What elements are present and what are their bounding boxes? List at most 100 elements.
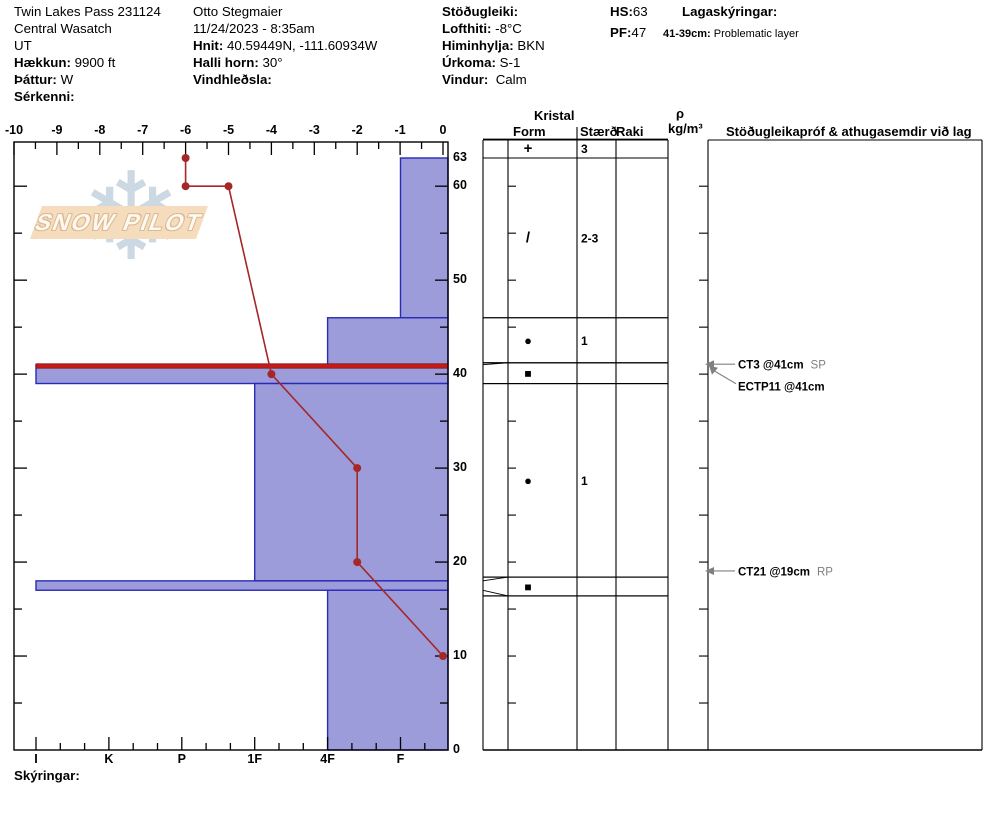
test-arrow-line xyxy=(713,370,737,385)
temp-point xyxy=(353,558,362,567)
layer-bar xyxy=(253,382,449,582)
temp-tick: -9 xyxy=(51,123,63,137)
slope-label: Halli horn: xyxy=(193,55,259,70)
test-grade: SP xyxy=(811,360,827,372)
thin-layer-wedge xyxy=(482,362,509,366)
hardness-label: 4F xyxy=(320,752,335,766)
temp-tick: -7 xyxy=(137,123,149,137)
temp-tick: -1 xyxy=(394,123,406,137)
temp-point xyxy=(181,154,190,163)
hardness-label: K xyxy=(104,752,114,766)
layer-bar xyxy=(35,580,449,591)
depth-label: 0 xyxy=(453,742,460,756)
special-label: Sérkenni: xyxy=(14,89,75,104)
coords-label: Hnit: xyxy=(193,38,224,53)
depth-label: 20 xyxy=(453,554,467,568)
hardness-label: F xyxy=(396,752,405,766)
tests-column-header: Stöðugleikapróf & athugasemdir við lag xyxy=(726,124,972,139)
flagged-layer-stripe xyxy=(35,363,449,369)
test-label: ECTP11 @41cm xyxy=(738,382,825,394)
elevation-value: 9900 ft xyxy=(74,55,116,70)
pf-value: 47 xyxy=(631,25,647,40)
depth-label: 63 xyxy=(453,150,467,164)
pf-field: PF:47 xyxy=(610,24,646,41)
grain-form-symbol: / xyxy=(526,229,531,246)
grain-size-value: 2-3 xyxy=(581,231,599,245)
airtemp-field: Lofthiti: -8°C xyxy=(442,20,522,37)
temp-tick: -8 xyxy=(94,123,106,137)
temp-point xyxy=(181,182,190,191)
layer-bar xyxy=(326,589,449,751)
test-arrow-head xyxy=(705,566,714,575)
depth-label: 10 xyxy=(453,648,467,662)
special-field: Sérkenni: xyxy=(14,88,78,105)
density-symbol-header: ρ xyxy=(676,106,685,121)
airtemp-value: -8°C xyxy=(495,21,522,36)
slope-field: Halli horn: 30° xyxy=(193,54,283,71)
windload-label: Vindhleðsla: xyxy=(193,72,272,87)
temp-tick: -10 xyxy=(4,123,24,137)
site-name: Twin Lakes Pass 231124 xyxy=(14,4,161,19)
precip-label: Úrkoma: xyxy=(442,55,496,70)
grain-form-symbol: ■ xyxy=(524,580,531,594)
legend-label: Skýringar: xyxy=(14,768,80,783)
elevation-label: Hækkun: xyxy=(14,55,71,70)
temp-point xyxy=(353,464,362,473)
temp-tick: 0 xyxy=(439,123,447,137)
test-label: CT3 @41cm SP xyxy=(738,360,826,372)
wind-label: Vindur: xyxy=(442,72,489,87)
test-label: CT21 @19cm RP xyxy=(738,566,833,578)
precip-value: S-1 xyxy=(499,55,521,70)
layer-note-text: Problematic layer xyxy=(713,28,799,40)
stability-field: Stöðugleiki: xyxy=(442,3,522,20)
hardness-label: I xyxy=(34,752,38,766)
density-units-header: kg/m³ xyxy=(668,121,703,136)
wetness-header: Raki xyxy=(616,124,644,139)
hs-field: HS:63 xyxy=(610,3,648,20)
wind-value: Calm xyxy=(495,72,527,87)
temp-point xyxy=(267,370,276,379)
hs-label: HS: xyxy=(610,4,633,19)
sky-value: BKN xyxy=(517,38,545,53)
thin-layer-wedge xyxy=(482,576,509,582)
grain-form-symbol: ■ xyxy=(524,367,531,381)
windload-field: Vindhleðsla: xyxy=(193,71,276,88)
temp-tick: -2 xyxy=(351,123,363,137)
layer-bar xyxy=(326,317,449,366)
temp-tick: -3 xyxy=(308,123,320,137)
obs-datetime: 11/24/2023 - 8:35am xyxy=(193,21,315,36)
precip-field: Úrkoma: S-1 xyxy=(442,54,520,71)
layer-note-depth: 41-39cm: xyxy=(663,28,711,40)
temp-point xyxy=(224,182,233,191)
site-range: Central Wasatch xyxy=(14,21,112,36)
depth-label: 60 xyxy=(453,178,467,192)
snowpilot-logo: ❄ SNOW PILOT xyxy=(29,149,220,290)
layer-bar xyxy=(399,157,449,319)
depth-label: 40 xyxy=(453,366,467,380)
kristal-header: Kristal xyxy=(534,108,575,123)
slope-value: 30° xyxy=(262,55,283,70)
grain-form-symbol: ● xyxy=(524,333,532,348)
hardness-label: 1F xyxy=(247,752,262,766)
thin-layer-wedge xyxy=(482,589,509,597)
test-grade: RP xyxy=(817,566,833,578)
depth-label: 50 xyxy=(453,272,467,286)
aspect-field: Þáttur: W xyxy=(14,71,73,88)
hardness-label: P xyxy=(177,752,186,766)
grain-size-value: 1 xyxy=(581,334,588,348)
grain-size-value: 1 xyxy=(581,474,588,488)
test-arrow-head xyxy=(705,360,714,369)
aspect-value: W xyxy=(60,72,74,87)
sky-label: Himinhylja: xyxy=(442,38,514,53)
aspect-label: Þáttur: xyxy=(14,72,57,87)
temp-tick: -5 xyxy=(222,123,235,137)
stability-label: Stöðugleiki: xyxy=(442,4,519,19)
hs-value: 63 xyxy=(632,4,648,19)
test-arrow-head xyxy=(709,365,718,375)
observer-name: Otto Stegmaier xyxy=(193,4,283,19)
temp-tick: -4 xyxy=(265,123,277,137)
temp-tick: -6 xyxy=(180,123,192,137)
grain-form-symbol: ● xyxy=(524,473,532,488)
